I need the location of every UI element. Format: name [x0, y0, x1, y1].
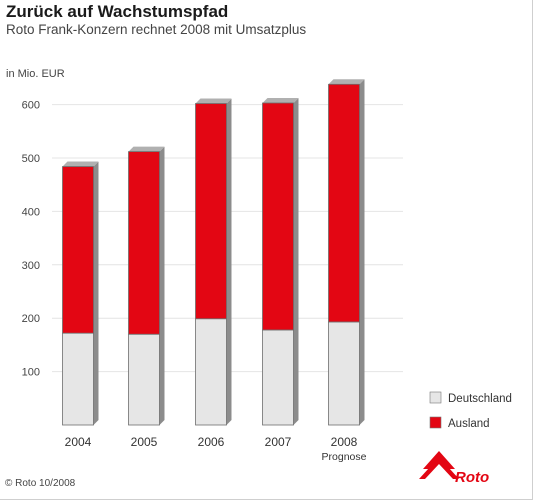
bar-side — [159, 146, 165, 426]
y-tick-label: 200 — [22, 313, 40, 325]
legend-label-deutschland: Deutschland — [448, 393, 512, 405]
legend-swatch-ausland — [429, 416, 442, 429]
chart-title: Zurück auf Wachstumspfad — [6, 2, 229, 21]
bar-side — [359, 79, 365, 426]
bar-ausland-2005 — [128, 151, 160, 335]
bar-side — [226, 98, 232, 426]
bar-top — [128, 146, 165, 152]
y-tick-label: 500 — [22, 153, 40, 165]
bar-deutschland-2006 — [195, 318, 227, 426]
bar-side — [93, 161, 99, 425]
x-tick-label: 2007 — [265, 435, 292, 449]
svg-text:Roto: Roto — [455, 469, 489, 486]
bar-ausland-2006 — [195, 103, 227, 320]
x-tick-sublabel: Prognose — [322, 451, 367, 463]
x-tick-label: 2006 — [198, 435, 225, 449]
legend-swatch-deutschland — [429, 391, 442, 404]
x-tick-label: 2004 — [65, 435, 92, 449]
chart-subtitle: Roto Frank-Konzern rechnet 2008 mit Umsa… — [6, 22, 307, 37]
legend-label-ausland: Ausland — [448, 418, 490, 430]
bar-deutschland-2004 — [62, 332, 94, 426]
bar-deutschland-2005 — [128, 333, 160, 426]
bar-side — [293, 97, 299, 426]
roto-logo: Roto — [419, 451, 489, 486]
bar-top — [328, 79, 365, 85]
bar-top — [195, 98, 232, 104]
y-tick-label: 300 — [22, 260, 40, 272]
y-tick-label: 100 — [22, 367, 40, 379]
bar-ausland-2007 — [262, 102, 294, 331]
bar-ausland-2004 — [62, 166, 94, 334]
y-tick-label: 400 — [22, 206, 40, 218]
bar-deutschland-2008 — [328, 321, 360, 426]
copyright-note: © Roto 10/2008 — [5, 478, 76, 489]
bar-deutschland-2007 — [262, 329, 294, 426]
bar-top — [62, 161, 99, 167]
x-tick-label: 2008 — [331, 435, 358, 449]
bar-ausland-2008 — [328, 83, 360, 323]
y-tick-label: 600 — [22, 100, 40, 112]
bar-top — [262, 97, 299, 103]
y-axis-label: in Mio. EUR — [6, 68, 65, 80]
x-tick-label: 2005 — [131, 435, 158, 449]
